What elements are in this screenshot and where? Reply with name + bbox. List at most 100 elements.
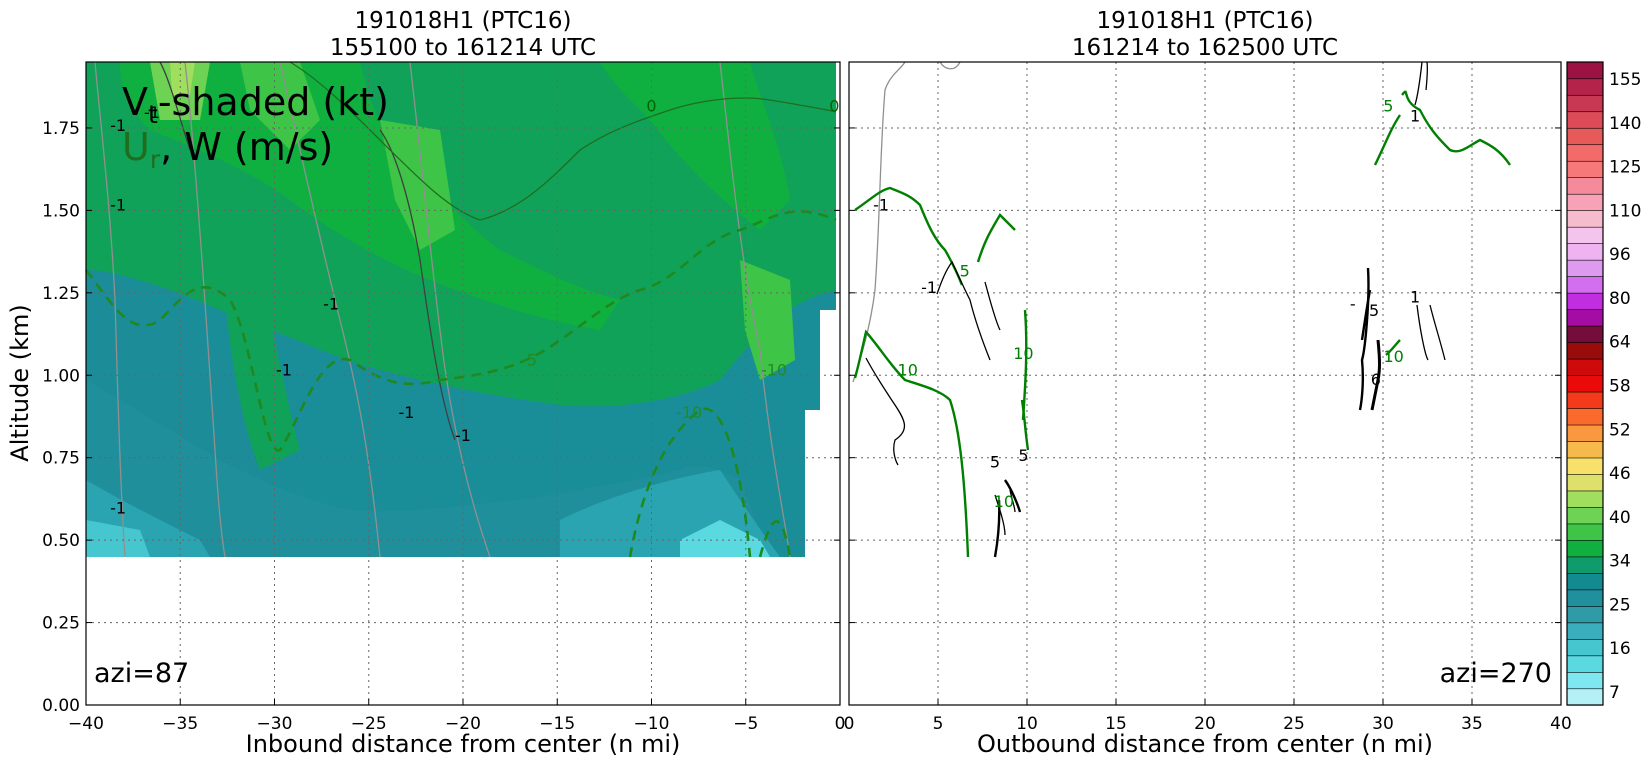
x-tick-label: −5 (733, 714, 758, 734)
x-tick-label: −15 (539, 714, 575, 734)
contour-labels-inbound: -1-1-1-1-1-1-1-10 0-5-10-10 (110, 96, 839, 517)
svg-text:Vt-shaded (kt): Vt-shaded (kt) (122, 80, 389, 129)
inbound-panel: −40 −35 −30 −25 −20 −15 −10 −5 0 0.00 0.25 0.50 0.7… (6, 8, 845, 758)
contour-label: 0 (829, 96, 839, 115)
legend-ur-suffix: , W (m/s) (160, 125, 333, 169)
contour-label: 6 (1371, 370, 1381, 389)
contour-label: 5 (990, 453, 1000, 472)
y-tick-label: 1.25 (42, 284, 80, 304)
contour-label: -10 (761, 360, 787, 379)
contour-label: -5 (521, 350, 537, 369)
contour-label: 0 (646, 96, 656, 115)
y-axis-label: Altitude (km) (6, 304, 34, 461)
colorbar-band (1566, 358, 1604, 376)
x-ticks-inbound: −40 −35 −30 −25 −20 −15 −10 −5 0 (68, 699, 845, 734)
contour-label: -1 (873, 195, 889, 214)
legend-ur-sub: r (150, 145, 161, 174)
x-tick-label: −40 (68, 714, 104, 734)
contour-lines-outbound (852, 61, 1511, 558)
colorbar-band (1566, 309, 1604, 327)
colorbar-band (1566, 61, 1604, 80)
colorbar-tick-label: 16 (1609, 639, 1631, 659)
y-tick-label: 0.00 (42, 696, 80, 716)
colorbar-bands (1566, 61, 1604, 706)
colorbar-band (1566, 655, 1604, 673)
x-tick-label: −30 (257, 714, 293, 734)
colorbar-band (1566, 243, 1604, 261)
contour-label: -1 (144, 103, 160, 122)
panel-title-outbound-line1: 191018H1 (PTC16) (1097, 8, 1314, 34)
x-tick-label: 35 (1461, 714, 1483, 734)
colorbar-band (1566, 144, 1604, 162)
contour-label: 5 (1018, 446, 1028, 465)
colorbar-band (1566, 341, 1604, 360)
contour-label: - (1350, 294, 1356, 313)
x-ticks-outbound: 0 5 10 15 20 25 30 35 40 (844, 699, 1572, 734)
contour-lines-inbound (84, 61, 837, 558)
contour-label: 5 (960, 261, 970, 280)
contour-label: 10 (1013, 344, 1033, 363)
contour-label: 10 (994, 492, 1014, 511)
contour-label: 10 (1384, 347, 1404, 366)
contour-label: -1 (455, 426, 471, 445)
y-ticks-inbound: 0.00 0.25 0.50 0.75 1.00 1.25 1.50 1.75 (42, 119, 840, 716)
colorbar-band (1566, 523, 1604, 541)
colorbar-band (1566, 177, 1604, 195)
svg-text:Ur, W (m/s): Ur, W (m/s) (122, 125, 333, 174)
x-tick-label: 5 (933, 714, 944, 734)
contour-label: 1 (1410, 288, 1420, 307)
colorbar-labels: 155 140 125 110 96 80 64 58 52 46 40 34 25 16 7 (1609, 70, 1641, 703)
y-tick-label: 1.75 (42, 119, 80, 139)
colorbar-band (1566, 424, 1604, 442)
y-tick-label: 1.50 (42, 201, 80, 221)
colorbar-band (1566, 407, 1604, 426)
contour-label: 1 (1410, 106, 1420, 125)
colorbar-band (1566, 622, 1604, 640)
x-tick-label: 40 (1550, 714, 1572, 734)
colorbar-band (1566, 111, 1604, 129)
colorbar-band (1566, 539, 1604, 558)
azimuth-annotation-inbound: azi=87 (94, 658, 189, 689)
contour-label: -1 (398, 403, 414, 422)
y-tick-label: 0.50 (42, 531, 80, 551)
contour-label: -1 (921, 278, 937, 297)
x-tick-label: 0 (844, 714, 855, 734)
colorbar-band (1566, 572, 1604, 591)
legend-ur-prefix: U (122, 125, 150, 169)
colorbar-band (1566, 688, 1604, 706)
colorbar-tick-label: 110 (1609, 201, 1641, 221)
y-ticks-outbound (849, 127, 1561, 706)
x-tick-label: −35 (162, 714, 198, 734)
colorbar-tick-label: 58 (1609, 377, 1631, 397)
x-tick-label: 25 (1283, 714, 1305, 734)
colorbar-band (1566, 506, 1604, 525)
contour-label: -1 (110, 116, 126, 135)
colorbar-tick-label: 155 (1609, 70, 1641, 90)
panel-title-outbound-line2: 161214 to 162500 UTC (1072, 35, 1338, 61)
x-tick-label: 30 (1372, 714, 1394, 734)
colorbar-band (1566, 226, 1604, 244)
colorbar-band (1566, 671, 1604, 690)
contour-label: -1 (323, 294, 339, 313)
colorbar-tick-label: 7 (1609, 683, 1620, 703)
x-tick-label: 0 (835, 714, 846, 734)
x-axis-label-inbound: Inbound distance from center (n mi) (246, 730, 681, 758)
colorbar-tick-label: 125 (1609, 158, 1641, 178)
contour-label: -10 (676, 403, 702, 422)
x-tick-label: −25 (351, 714, 387, 734)
colorbar-band (1566, 210, 1604, 228)
colorbar-tick-label: 64 (1609, 333, 1631, 353)
x-tick-label: 10 (1016, 714, 1038, 734)
colorbar-band (1566, 78, 1604, 96)
colorbar-band (1566, 556, 1604, 574)
contour-label: -1 (276, 360, 292, 379)
vt-shaded-field (86, 62, 836, 560)
azimuth-annotation-outbound: azi=270 (1440, 658, 1552, 689)
contour-label: -1 (110, 195, 126, 214)
colorbar-band (1566, 605, 1604, 624)
x-tick-label: −10 (634, 714, 670, 734)
legend-vt-sub: t (148, 100, 158, 129)
